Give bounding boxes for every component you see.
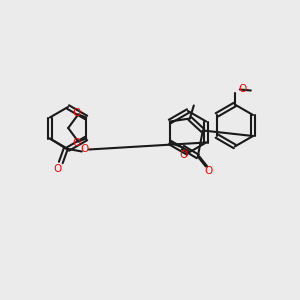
Text: O: O <box>239 83 247 94</box>
Text: O: O <box>81 145 89 154</box>
Text: O: O <box>72 109 80 118</box>
Text: O: O <box>72 137 80 148</box>
Text: O: O <box>205 167 213 176</box>
Text: O: O <box>180 149 188 160</box>
Text: O: O <box>54 164 62 173</box>
